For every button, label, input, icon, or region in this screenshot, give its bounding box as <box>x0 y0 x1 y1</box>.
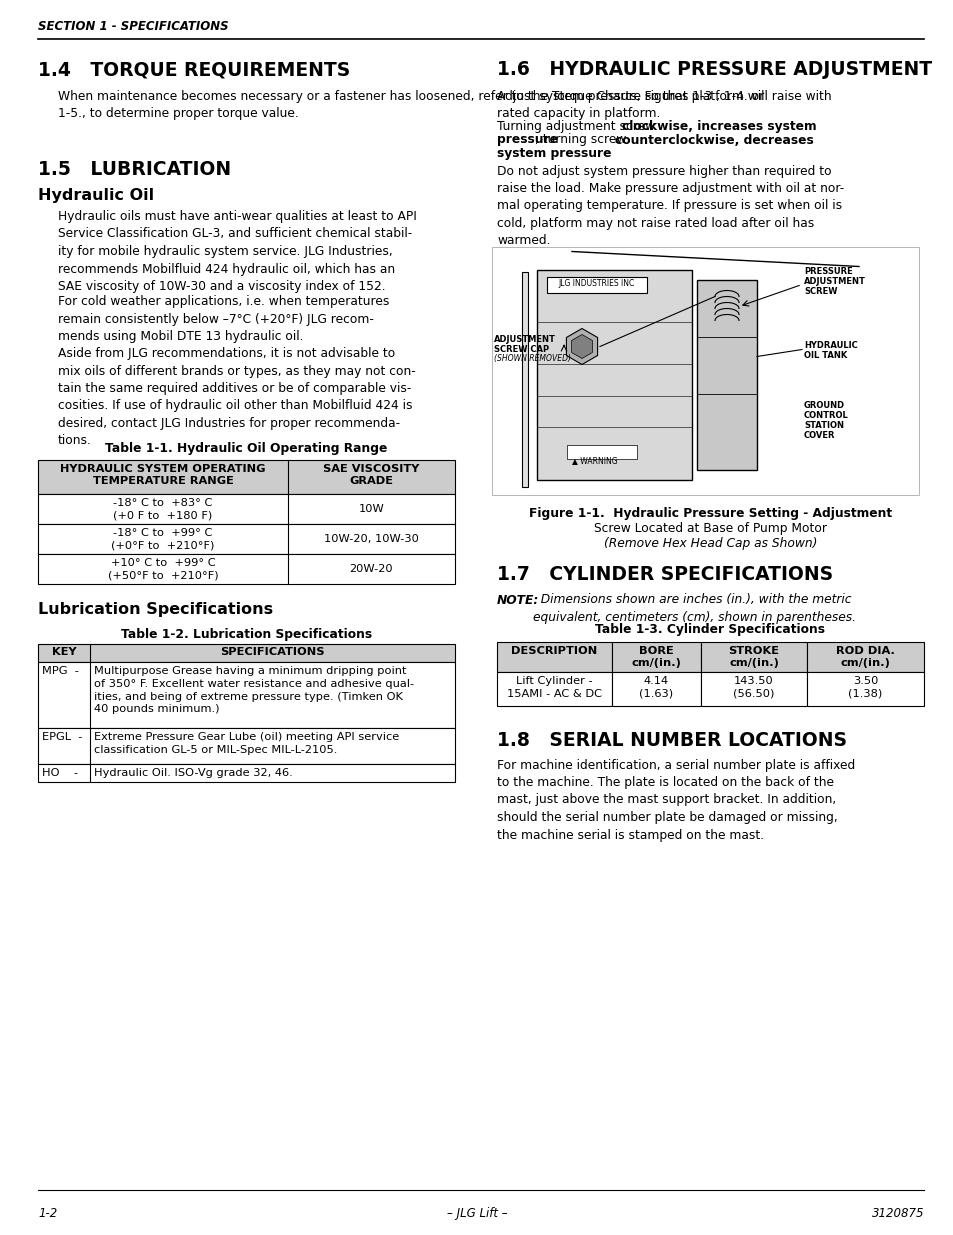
Text: OIL TANK: OIL TANK <box>803 352 846 361</box>
Text: , turning screw: , turning screw <box>535 133 630 147</box>
Text: STATION: STATION <box>803 421 843 431</box>
Text: SECTION 1 - SPECIFICATIONS: SECTION 1 - SPECIFICATIONS <box>38 20 229 33</box>
Bar <box>497 672 612 705</box>
Text: SAE VISCOSITY
GRADE: SAE VISCOSITY GRADE <box>323 464 419 487</box>
Text: HYDRAULIC: HYDRAULIC <box>803 342 857 351</box>
Text: 3.50
(1.38): 3.50 (1.38) <box>847 676 882 699</box>
Text: -18° C to  +99° C
(+0°F to  +210°F): -18° C to +99° C (+0°F to +210°F) <box>112 529 214 551</box>
Text: ROD DIA.
cm/(in.): ROD DIA. cm/(in.) <box>835 646 894 668</box>
Text: 1.8   SERIAL NUMBER LOCATIONS: 1.8 SERIAL NUMBER LOCATIONS <box>497 730 846 750</box>
Bar <box>806 672 923 705</box>
Text: 4.14
(1.63): 4.14 (1.63) <box>639 676 673 699</box>
Text: JLG INDUSTRIES INC: JLG INDUSTRIES INC <box>558 279 635 288</box>
Bar <box>38 459 455 494</box>
Text: 3120875: 3120875 <box>871 1207 923 1220</box>
Text: Screw Located at Base of Pump Motor: Screw Located at Base of Pump Motor <box>594 522 826 535</box>
Text: Lift Cylinder -
15AMI - AC & DC: Lift Cylinder - 15AMI - AC & DC <box>506 676 601 699</box>
Text: .: . <box>568 147 572 161</box>
Text: Lubrication Specifications: Lubrication Specifications <box>38 601 273 618</box>
Text: counterclockwise, decreases: counterclockwise, decreases <box>615 133 813 147</box>
Text: ADJUSTMENT: ADJUSTMENT <box>803 277 865 285</box>
Text: GROUND: GROUND <box>803 401 844 410</box>
Text: 1.6   HYDRAULIC PRESSURE ADJUSTMENT: 1.6 HYDRAULIC PRESSURE ADJUSTMENT <box>497 61 931 79</box>
Text: 10W: 10W <box>358 504 384 514</box>
Bar <box>700 641 806 672</box>
Bar <box>38 727 455 764</box>
Bar <box>546 277 646 293</box>
Text: Table 1-1. Hydraulic Oil Operating Range: Table 1-1. Hydraulic Oil Operating Range <box>105 442 387 454</box>
Text: CONTROL: CONTROL <box>803 411 848 420</box>
Text: Table 1-2. Lubrication Specifications: Table 1-2. Lubrication Specifications <box>121 629 372 641</box>
Text: DESCRIPTION: DESCRIPTION <box>511 646 597 656</box>
Polygon shape <box>566 329 597 364</box>
Text: EPGL  -: EPGL - <box>42 732 82 742</box>
Bar <box>38 662 455 727</box>
Bar <box>612 641 700 672</box>
Text: Hydraulic oils must have anti-wear qualities at least to API
Service Classificat: Hydraulic oils must have anti-wear quali… <box>58 210 416 293</box>
Bar <box>38 524 455 555</box>
Text: PRESSURE: PRESSURE <box>803 267 852 275</box>
Bar <box>521 272 527 487</box>
Text: clockwise, increases system: clockwise, increases system <box>621 120 816 133</box>
Text: 20W-20: 20W-20 <box>350 564 393 574</box>
Text: Table 1-3. Cylinder Specifications: Table 1-3. Cylinder Specifications <box>595 624 824 636</box>
Text: pressure: pressure <box>497 133 558 147</box>
Text: For cold weather applications, i.e. when temperatures
remain consistently below : For cold weather applications, i.e. when… <box>58 295 389 343</box>
Text: 1.7   CYLINDER SPECIFICATIONS: 1.7 CYLINDER SPECIFICATIONS <box>497 566 832 584</box>
Text: COVER: COVER <box>803 431 835 441</box>
Text: system pressure: system pressure <box>497 147 611 161</box>
Text: HO    -: HO - <box>42 768 78 778</box>
Bar <box>697 279 757 469</box>
Text: Turning adjustment screw: Turning adjustment screw <box>497 120 659 133</box>
Text: BORE
cm/(in.): BORE cm/(in.) <box>631 646 680 668</box>
Text: 1.5   LUBRICATION: 1.5 LUBRICATION <box>38 161 231 179</box>
Text: MPG  -: MPG - <box>42 666 79 676</box>
Bar <box>612 672 700 705</box>
Text: Aside from JLG recommendations, it is not advisable to
mix oils of different bra: Aside from JLG recommendations, it is no… <box>58 347 416 447</box>
Text: – JLG Lift –: – JLG Lift – <box>446 1207 507 1220</box>
Polygon shape <box>571 335 592 358</box>
Bar <box>806 641 923 672</box>
Bar <box>700 672 806 705</box>
Text: (SHOWN REMOVED): (SHOWN REMOVED) <box>494 354 571 363</box>
Text: SCREW: SCREW <box>803 287 837 295</box>
Bar <box>492 247 918 494</box>
Bar <box>38 764 455 782</box>
Text: Hydraulic Oil: Hydraulic Oil <box>38 188 154 203</box>
Text: 143.50
(56.50): 143.50 (56.50) <box>733 676 774 699</box>
Bar <box>38 494 455 524</box>
Text: KEY: KEY <box>51 647 76 657</box>
Text: Do not adjust system pressure higher than required to
raise the load. Make press: Do not adjust system pressure higher tha… <box>497 164 843 247</box>
Text: NOTE:: NOTE: <box>497 594 538 606</box>
Text: +10° C to  +99° C
(+50°F to  +210°F): +10° C to +99° C (+50°F to +210°F) <box>108 558 218 580</box>
Text: (Remove Hex Head Cap as Shown): (Remove Hex Head Cap as Shown) <box>603 537 817 551</box>
Text: Extreme Pressure Gear Lube (oil) meeting API service
classification GL-5 or MIL-: Extreme Pressure Gear Lube (oil) meeting… <box>94 732 399 755</box>
Text: SPECIFICATIONS: SPECIFICATIONS <box>220 647 324 657</box>
Text: Adjust system pressure so that platform will raise with
rated capacity in platfo: Adjust system pressure so that platform … <box>497 90 831 121</box>
Text: 10W-20, 10W-30: 10W-20, 10W-30 <box>324 534 418 543</box>
Text: ADJUSTMENT: ADJUSTMENT <box>494 335 556 343</box>
Bar <box>38 555 455 584</box>
Bar <box>38 643 455 662</box>
Bar <box>566 445 637 458</box>
Text: When maintenance becomes necessary or a fastener has loosened, refer to the Torq: When maintenance becomes necessary or a … <box>58 90 763 121</box>
Text: Hydraulic Oil. ISO-Vg grade 32, 46.: Hydraulic Oil. ISO-Vg grade 32, 46. <box>94 768 293 778</box>
Text: 1.4   TORQUE REQUIREMENTS: 1.4 TORQUE REQUIREMENTS <box>38 61 350 79</box>
Bar <box>497 641 612 672</box>
Text: Dimensions shown are inches (in.), with the metric
equivalent, centimeters (cm),: Dimensions shown are inches (in.), with … <box>533 594 855 624</box>
Text: ▲ WARNING: ▲ WARNING <box>572 457 617 466</box>
Text: STROKE
cm/(in.): STROKE cm/(in.) <box>728 646 779 668</box>
Text: Figure 1-1.  Hydraulic Pressure Setting - Adjustment: Figure 1-1. Hydraulic Pressure Setting -… <box>528 506 891 520</box>
Text: 1-2: 1-2 <box>38 1207 57 1220</box>
Text: Multipurpose Grease having a minimum dripping point
of 350° F. Excellent water r: Multipurpose Grease having a minimum dri… <box>94 666 414 714</box>
Bar <box>537 269 691 479</box>
Text: -18° C to  +83° C
(+0 F to  +180 F): -18° C to +83° C (+0 F to +180 F) <box>113 498 213 520</box>
Text: SCREW CAP: SCREW CAP <box>494 345 549 353</box>
Text: For machine identification, a serial number plate is affixed
to the machine. The: For machine identification, a serial num… <box>497 758 854 841</box>
Text: HYDRAULIC SYSTEM OPERATING
TEMPERATURE RANGE: HYDRAULIC SYSTEM OPERATING TEMPERATURE R… <box>60 464 266 487</box>
